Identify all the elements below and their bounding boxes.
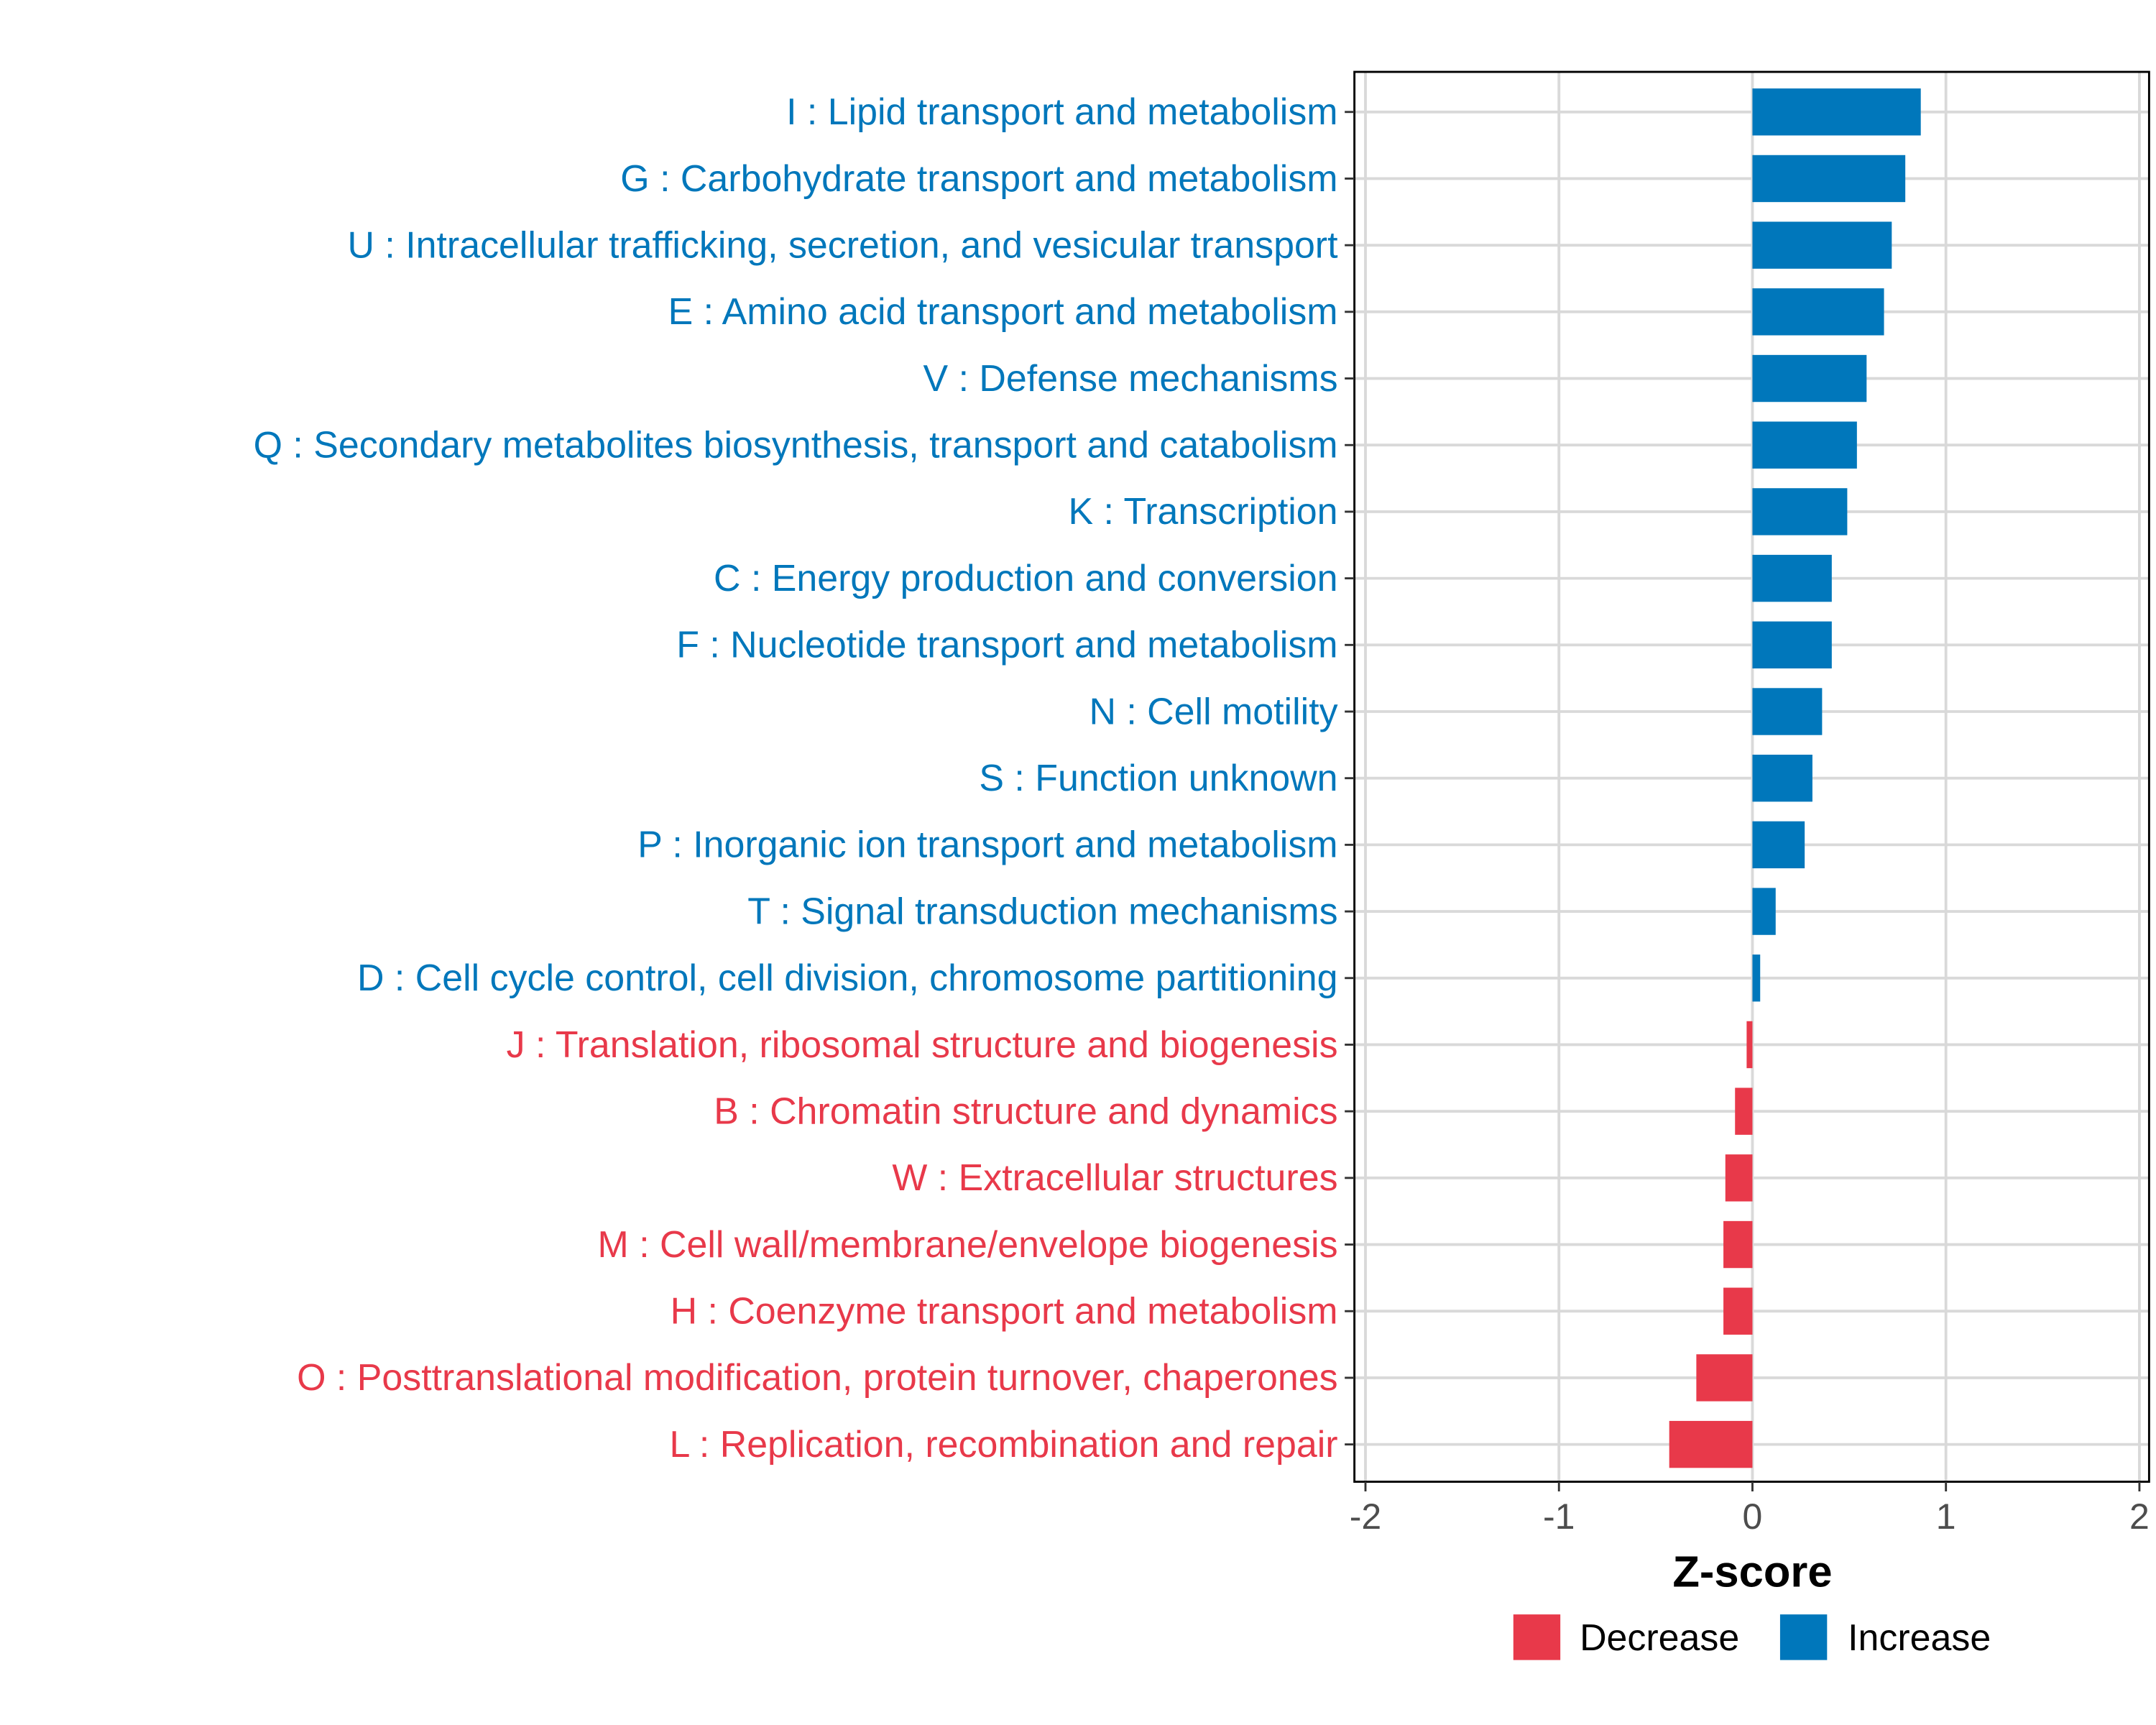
y-tick-label: K : Transcription [1069,491,1338,533]
bar [1752,88,1921,136]
y-tick-label: E : Amino acid transport and metabolism [668,291,1338,333]
legend-label-increase: Increase [1848,1617,1991,1659]
bar [1723,1287,1753,1335]
x-tick-label: -1 [1543,1496,1575,1537]
bar [1752,354,1867,402]
y-tick-label: T : Signal transduction mechanisms [747,891,1337,932]
grid [1354,72,2150,1482]
y-tick-label: B : Chromatin structure and dynamics [714,1090,1337,1132]
y-tick-label: C : Energy production and conversion [714,558,1338,599]
bar [1735,1087,1753,1135]
y-tick-label: W : Extracellular structures [892,1157,1337,1199]
y-tick-label: I : Lipid transport and metabolism [786,91,1337,133]
bar [1752,488,1848,535]
y-tick-label: Q : Secondary metabolites biosynthesis, … [254,425,1338,466]
legend-swatch-increase [1779,1614,1828,1660]
bar [1746,1021,1753,1069]
bar [1752,155,1906,203]
y-tick-label: N : Cell motility [1089,691,1337,732]
y-tick-label: S : Function unknown [979,758,1337,799]
bar [1725,1154,1753,1202]
legend-label-decrease: Decrease [1580,1617,1739,1659]
bar [1723,1220,1753,1269]
legend: Decrease Increase [1513,1614,1991,1660]
legend-swatch-decrease [1513,1614,1561,1660]
y-tick-label: J : Translation, ribosomal structure and… [507,1024,1338,1066]
y-tick-label: O : Posttranslational modification, prot… [297,1357,1337,1399]
bar [1752,288,1884,336]
bar [1752,621,1832,668]
x-tick-label: 2 [2129,1496,2150,1537]
y-tick-label: U : Intracellular trafficking, secretion… [347,224,1338,266]
y-tick-label: G : Carbohydrate transport and metabolis… [620,158,1337,200]
bar [1669,1420,1753,1468]
x-tick-label: 0 [1743,1496,1763,1537]
x-axis-title: Z-score [1672,1547,1832,1597]
bar [1752,954,1761,1002]
y-tick-label: D : Cell cycle control, cell division, c… [357,957,1338,999]
y-tick-label: F : Nucleotide transport and metabolism [676,625,1337,666]
y-tick-label: H : Coenzyme transport and metabolism [671,1291,1338,1333]
bar [1752,821,1805,869]
x-tick-label: -2 [1350,1496,1381,1537]
bar [1752,755,1812,802]
x-axis-ticks: -2 -1 0 1 2 [1350,1481,2150,1537]
bar [1752,888,1776,935]
y-tick-label: M : Cell wall/membrane/envelope biogenes… [598,1224,1338,1266]
bar [1752,688,1823,735]
x-tick-label: 1 [1936,1496,1956,1537]
y-tick-label: V : Defense mechanisms [923,358,1338,400]
y-axis-labels: I : Lipid transport and metabolism G : Ca… [254,91,1355,1466]
y-tick-label: P : Inorganic ion transport and metaboli… [637,824,1337,866]
bar [1752,221,1892,269]
bars [1669,88,1921,1468]
bar [1696,1354,1753,1402]
y-tick-label: L : Replication, recombination and repai… [670,1424,1338,1466]
bar [1752,421,1857,469]
bar [1752,554,1832,602]
